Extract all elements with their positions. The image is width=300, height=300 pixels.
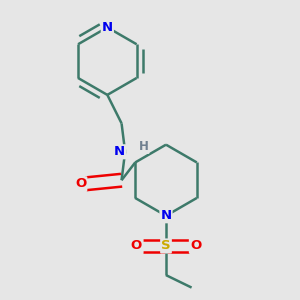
Text: N: N: [114, 145, 125, 158]
Text: O: O: [75, 177, 86, 190]
Text: O: O: [190, 239, 201, 253]
Text: N: N: [160, 209, 172, 222]
Text: O: O: [131, 239, 142, 253]
Text: N: N: [102, 21, 113, 34]
Text: H: H: [139, 140, 148, 153]
Text: S: S: [161, 239, 171, 253]
